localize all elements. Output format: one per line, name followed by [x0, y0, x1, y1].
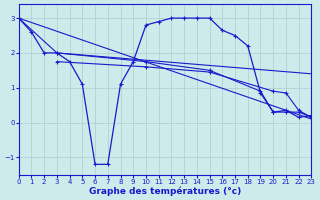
- X-axis label: Graphe des températures (°c): Graphe des températures (°c): [89, 186, 241, 196]
